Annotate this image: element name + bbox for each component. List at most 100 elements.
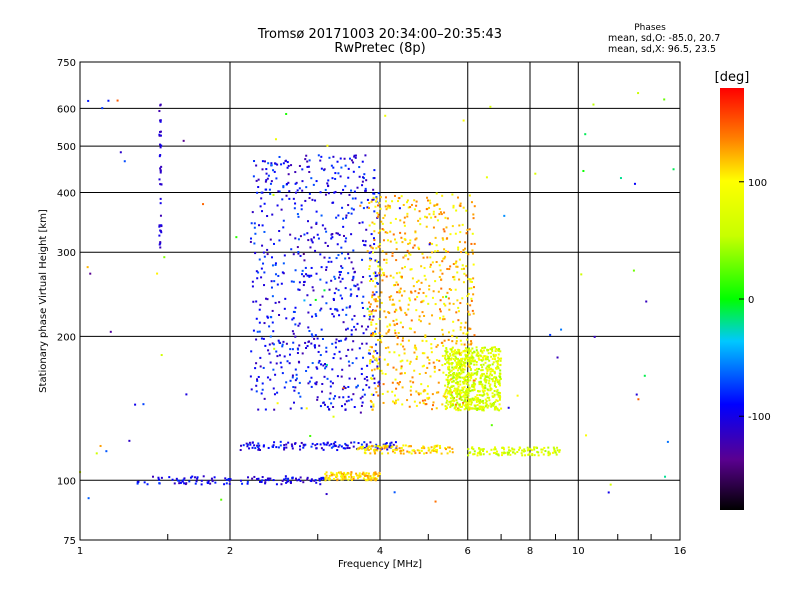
echo-point bbox=[325, 268, 328, 271]
echo-point bbox=[372, 403, 375, 406]
echo-point bbox=[482, 349, 485, 352]
echo-point bbox=[341, 277, 344, 280]
echo-point bbox=[416, 355, 419, 358]
echo-point bbox=[356, 186, 359, 189]
echo-point bbox=[484, 380, 487, 383]
echo-point bbox=[493, 382, 496, 385]
echo-point bbox=[257, 447, 260, 450]
echo-point bbox=[399, 321, 402, 324]
echo-point bbox=[479, 382, 482, 385]
echo-point bbox=[159, 143, 162, 146]
echo-point bbox=[489, 372, 492, 375]
echo-point bbox=[339, 157, 342, 160]
echo-point bbox=[369, 475, 372, 478]
echo-point bbox=[468, 403, 471, 406]
echo-point bbox=[425, 340, 428, 343]
echo-point bbox=[459, 373, 462, 376]
echo-point bbox=[552, 446, 555, 449]
echo-point bbox=[452, 396, 455, 399]
echo-point bbox=[468, 347, 471, 350]
echo-point bbox=[488, 385, 491, 388]
echo-point bbox=[264, 481, 267, 484]
echo-point bbox=[415, 281, 418, 284]
echo-point bbox=[291, 318, 294, 321]
echo-point bbox=[261, 224, 264, 227]
echo-point bbox=[499, 377, 502, 380]
echo-point bbox=[490, 355, 493, 358]
echo-point bbox=[373, 169, 376, 172]
echo-point bbox=[368, 478, 371, 481]
echo-point bbox=[287, 173, 290, 176]
echo-point bbox=[299, 448, 302, 451]
echo-point bbox=[421, 339, 424, 342]
echo-point bbox=[410, 319, 413, 322]
echo-point bbox=[385, 252, 388, 255]
echo-point bbox=[406, 212, 409, 215]
echo-point bbox=[423, 266, 426, 269]
echo-point bbox=[346, 447, 349, 450]
echo-point bbox=[467, 404, 470, 407]
echo-point bbox=[308, 274, 311, 277]
echo-point bbox=[463, 382, 466, 385]
echo-point bbox=[450, 404, 453, 407]
echo-point bbox=[378, 272, 381, 275]
echo-point bbox=[347, 399, 350, 402]
echo-point bbox=[370, 233, 373, 236]
echo-point bbox=[444, 391, 447, 394]
echo-point bbox=[306, 160, 309, 163]
echo-point bbox=[269, 315, 272, 318]
echo-point bbox=[373, 230, 376, 233]
echo-point bbox=[337, 232, 340, 235]
echo-point bbox=[294, 171, 297, 174]
echo-point bbox=[349, 305, 352, 308]
echo-point bbox=[370, 200, 373, 203]
echo-point bbox=[297, 348, 300, 351]
echo-point bbox=[457, 409, 460, 412]
echo-point bbox=[273, 170, 276, 173]
echo-point bbox=[340, 375, 343, 378]
echo-point bbox=[467, 394, 470, 397]
echo-point bbox=[519, 447, 522, 450]
echo-point bbox=[342, 473, 345, 476]
echo-point bbox=[549, 333, 552, 336]
echo-point bbox=[363, 243, 366, 246]
echo-point bbox=[450, 357, 453, 360]
echo-point bbox=[352, 277, 355, 280]
echo-point bbox=[373, 368, 376, 371]
echo-point bbox=[261, 191, 264, 194]
echo-point bbox=[460, 391, 463, 394]
echo-point bbox=[358, 222, 361, 225]
echo-point bbox=[477, 367, 480, 370]
echo-point bbox=[267, 477, 270, 480]
echo-point bbox=[373, 330, 376, 333]
echo-point bbox=[398, 447, 401, 450]
echo-point bbox=[465, 407, 468, 410]
echo-point bbox=[178, 479, 181, 482]
y-tick-label: 300 bbox=[57, 248, 76, 259]
echo-point bbox=[472, 286, 475, 289]
echo-point bbox=[338, 233, 341, 236]
echo-point bbox=[445, 397, 448, 400]
echo-point bbox=[324, 478, 327, 481]
echo-point bbox=[415, 404, 418, 407]
echo-point bbox=[158, 110, 161, 113]
echo-point bbox=[339, 294, 342, 297]
echo-point bbox=[207, 480, 210, 483]
echo-point bbox=[382, 383, 385, 386]
echo-point bbox=[458, 403, 461, 406]
echo-point bbox=[521, 454, 524, 457]
echo-point bbox=[350, 189, 353, 192]
colorbar-tick-label: -100 bbox=[748, 412, 771, 423]
echo-point bbox=[387, 346, 390, 349]
echo-point bbox=[387, 204, 390, 207]
echo-point bbox=[530, 449, 533, 452]
echo-point bbox=[469, 280, 472, 283]
echo-point bbox=[253, 226, 256, 229]
echo-point bbox=[375, 197, 378, 200]
echo-point bbox=[279, 440, 282, 443]
echo-point bbox=[305, 407, 308, 410]
echo-point bbox=[481, 389, 484, 392]
echo-point bbox=[466, 302, 469, 305]
echo-point bbox=[265, 179, 268, 182]
echo-point bbox=[490, 405, 493, 408]
